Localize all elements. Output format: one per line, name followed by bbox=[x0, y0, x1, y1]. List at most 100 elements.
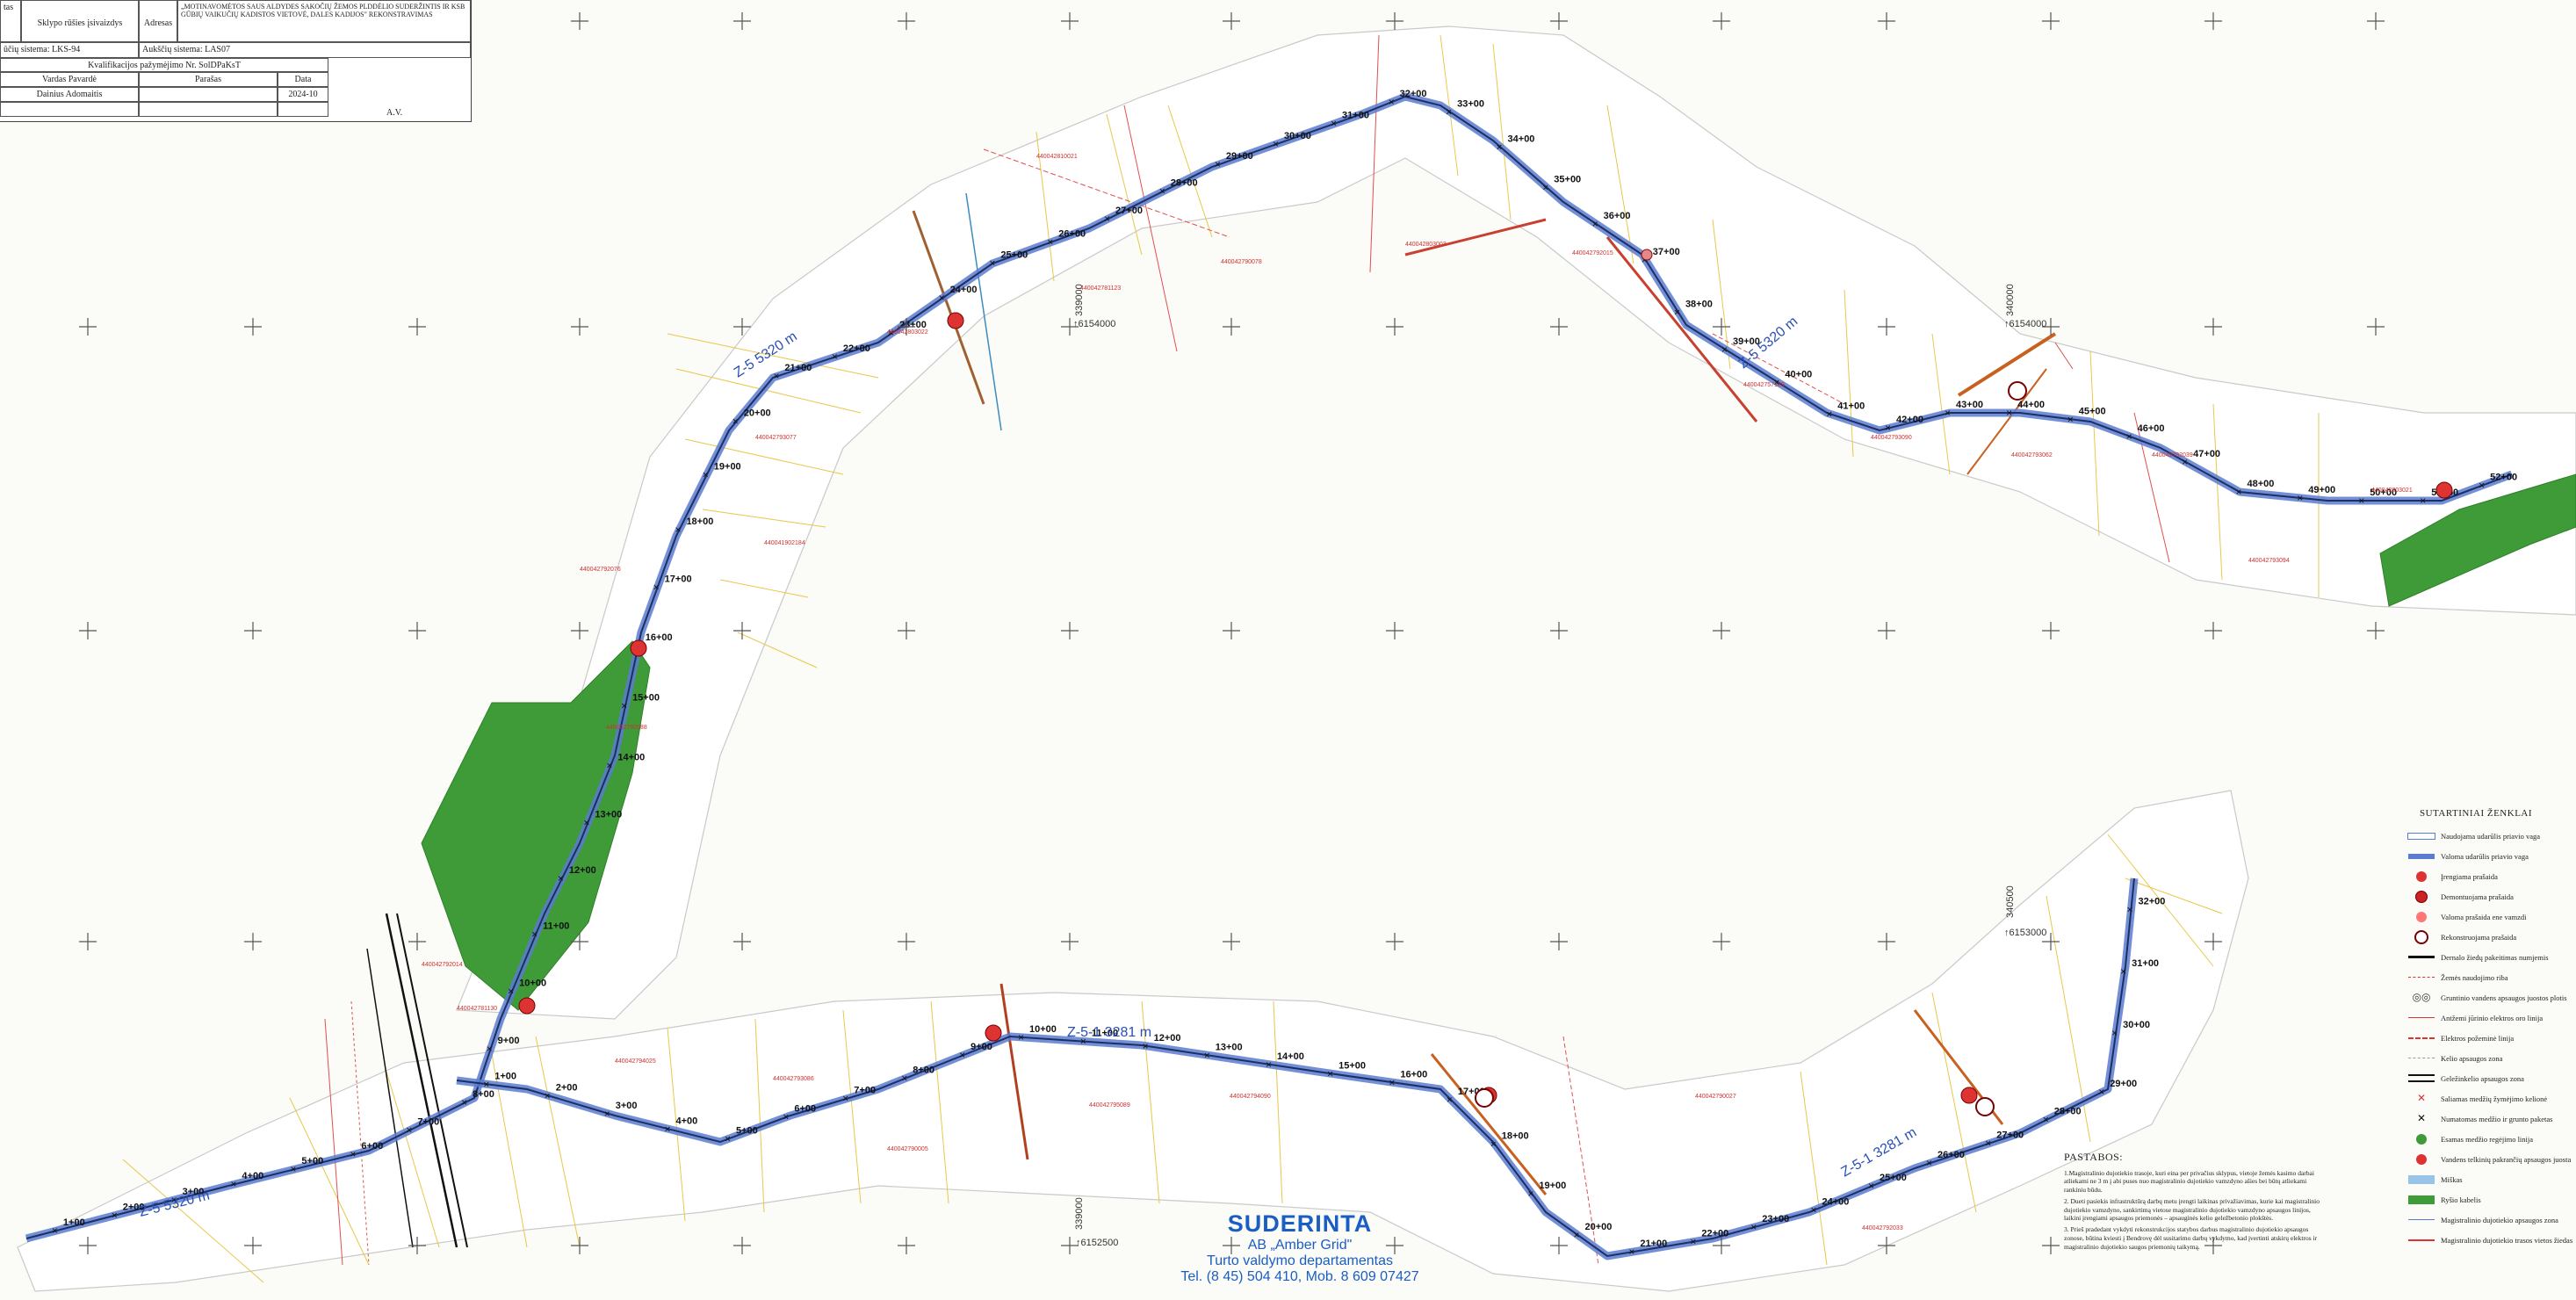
grid-cross bbox=[1713, 1237, 1730, 1254]
pipeline-z5-1 bbox=[456, 878, 2139, 1260]
grid-cross bbox=[1713, 12, 1730, 30]
station-label: 26+00 bbox=[1937, 1150, 1965, 1160]
legend-label: Elektros požeminė linija bbox=[2441, 1033, 2515, 1043]
legend-symbol-icon bbox=[2402, 870, 2441, 882]
parcel-number: 440042794025 bbox=[615, 1058, 656, 1065]
station-label: 27+00 bbox=[1996, 1130, 2024, 1141]
station-label: 44+00 bbox=[2017, 400, 2045, 410]
station-label: 5+00 bbox=[736, 1125, 758, 1136]
station-label: 14+00 bbox=[617, 753, 645, 763]
grid-cross bbox=[1223, 622, 1240, 639]
legend-symbol-icon: ◎◎ bbox=[2412, 991, 2431, 1003]
station-marker: × bbox=[2420, 495, 2426, 507]
station-marker: × bbox=[1810, 1203, 1816, 1216]
station-label: 19+00 bbox=[1539, 1181, 1566, 1191]
notes-heading: PASTABOS: bbox=[2064, 1151, 2124, 1163]
station-marker: × bbox=[664, 1123, 670, 1135]
station-label: 22+00 bbox=[843, 343, 870, 354]
station-label: 34+00 bbox=[1508, 134, 1535, 144]
legend-label: Kelio apsaugos zona bbox=[2441, 1053, 2503, 1063]
coordinate-system: ūčių sistema: LKS-94 bbox=[0, 42, 139, 58]
note-3: 3. Prieš pradedant vykdyti rekonstrukcij… bbox=[2064, 1225, 2318, 1251]
station-marker: × bbox=[675, 524, 681, 536]
station-label: 27+00 bbox=[1115, 206, 1143, 216]
station-label: 22+00 bbox=[1701, 1228, 1728, 1239]
grid-cross bbox=[244, 622, 262, 639]
station-marker: × bbox=[350, 1148, 356, 1160]
station-label: 24+00 bbox=[950, 285, 978, 295]
empty-cell bbox=[278, 102, 328, 117]
station-marker: × bbox=[1266, 1058, 1272, 1071]
legend-symbol-icon bbox=[2402, 1036, 2441, 1039]
parcel-number: 440042803022 bbox=[887, 329, 928, 336]
grid-cross bbox=[1878, 622, 1895, 639]
grid-cross bbox=[2367, 12, 2385, 30]
svg-text:339000: 339000 bbox=[1074, 1197, 1085, 1230]
station-marker: × bbox=[1885, 422, 1891, 434]
station-marker: × bbox=[2111, 1027, 2118, 1039]
legend-symbol-icon bbox=[2402, 977, 2441, 978]
legend-label: Demontuojama prašaida bbox=[2441, 892, 2514, 901]
station-label: 25+00 bbox=[1000, 249, 1028, 260]
legend-label: Magistralinio dujotiekio apsaugos zona bbox=[2441, 1215, 2558, 1224]
approval-org: AB „Amber Grid" bbox=[1247, 1238, 1353, 1253]
station-marker: × bbox=[773, 370, 779, 382]
station-label: 15+00 bbox=[632, 693, 660, 704]
station-label: 16+00 bbox=[1400, 1069, 1427, 1080]
parcel-number-labels: 440042792076 440042792088 440042793077 4400… bbox=[422, 154, 2413, 1231]
parcel-number: 440042810021 bbox=[1036, 154, 1078, 160]
station-marker: × bbox=[653, 581, 660, 594]
grid-cross bbox=[244, 933, 262, 950]
station-label: 50+00 bbox=[2370, 488, 2397, 498]
svg-text:339000: 339000 bbox=[1074, 284, 1085, 316]
grid-cross bbox=[1223, 12, 1240, 30]
station-marker: × bbox=[508, 985, 514, 997]
legend-label: Naudojama udarūlis priavio vaga bbox=[2441, 831, 2541, 841]
station-marker: × bbox=[1750, 1221, 1757, 1233]
parcel-number: 440042790078 bbox=[1221, 259, 1262, 265]
grid-cross bbox=[1223, 318, 1240, 336]
station-label: 8+00 bbox=[473, 1089, 494, 1100]
map-legend: SUTARTINIAI ŽENKLAI Naudojama udarūlis p… bbox=[2402, 808, 2576, 1250]
grid-cross bbox=[2204, 622, 2222, 639]
legend-symbol-icon bbox=[2402, 929, 2441, 944]
station-marker: × bbox=[888, 327, 894, 339]
station-marker: × bbox=[558, 872, 564, 885]
pipeline-label-south-1: Z-5-1 3281 m bbox=[1067, 1025, 1151, 1040]
station-label: 9+00 bbox=[971, 1042, 992, 1052]
station-label: 52+00 bbox=[2490, 472, 2517, 482]
station-marker: × bbox=[1389, 96, 1395, 108]
station-marker: × bbox=[1945, 407, 1951, 419]
grid-cross bbox=[1061, 622, 1079, 639]
grid-cross bbox=[2042, 933, 2060, 950]
grid-cross bbox=[1713, 933, 1730, 950]
title-block: tas Sklypo rūšies įsivaizdys Adresas „MO… bbox=[0, 0, 472, 122]
station-label: 32+00 bbox=[1400, 89, 1427, 99]
legend-item: Įrengiama prašaida bbox=[2402, 866, 2576, 886]
station-marker: × bbox=[989, 256, 995, 269]
legend-item: Ryšio kabelis bbox=[2402, 1189, 2576, 1210]
legend-item: Elektros požeminė linija bbox=[2402, 1028, 2576, 1048]
station-label: 29+00 bbox=[1226, 151, 1253, 162]
station-label: 39+00 bbox=[1733, 336, 1760, 347]
grid-cross bbox=[408, 933, 426, 950]
legend-item: Valoma udarūlis priavio vaga bbox=[2402, 846, 2576, 866]
station-marker: × bbox=[1985, 1138, 1991, 1150]
legend-label: Esamas medžio regėjimo linija bbox=[2441, 1134, 2534, 1144]
grid-cross bbox=[1061, 12, 1079, 30]
station-label: 31+00 bbox=[2132, 958, 2159, 969]
grid-cross bbox=[2204, 318, 2222, 336]
station-marker: × bbox=[1331, 118, 1337, 130]
legend-label: Rekonstruojama prašaida bbox=[2441, 932, 2517, 942]
grid-cross bbox=[898, 318, 915, 336]
station-label: 8+00 bbox=[913, 1065, 934, 1075]
station-label: 28+00 bbox=[1171, 178, 1198, 189]
station-label: 29+00 bbox=[2110, 1079, 2137, 1089]
parcel-number: 440042803003 bbox=[1405, 242, 1447, 248]
parcel-number: 440042792015 bbox=[1572, 250, 1613, 256]
col-sign-header: Parašas bbox=[139, 72, 278, 87]
station-marker: × bbox=[1926, 1157, 1932, 1169]
station-label: 30+00 bbox=[1284, 131, 1311, 141]
grid-cross bbox=[1061, 318, 1079, 336]
station-marker: × bbox=[939, 292, 945, 304]
